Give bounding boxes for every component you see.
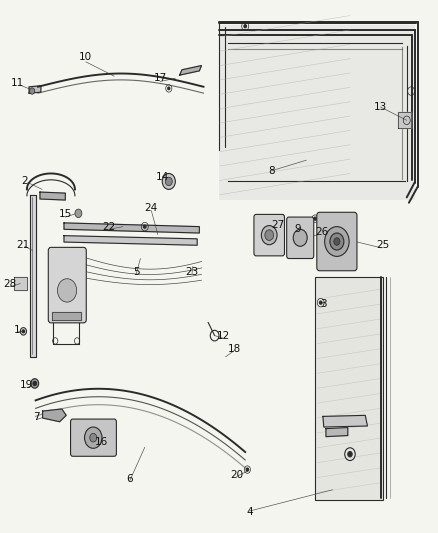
- Polygon shape: [40, 192, 65, 200]
- Circle shape: [348, 451, 352, 457]
- Circle shape: [334, 238, 340, 245]
- Polygon shape: [29, 86, 41, 93]
- Text: 12: 12: [217, 330, 230, 341]
- Circle shape: [165, 177, 172, 185]
- Text: 15: 15: [59, 209, 72, 220]
- Text: 25: 25: [376, 240, 389, 250]
- Text: 24: 24: [145, 203, 158, 213]
- Polygon shape: [64, 223, 199, 233]
- Circle shape: [29, 88, 35, 94]
- Text: 19: 19: [20, 379, 34, 390]
- Text: 3: 3: [321, 298, 327, 309]
- Text: 9: 9: [294, 224, 301, 235]
- Circle shape: [314, 217, 316, 220]
- Text: 4: 4: [246, 507, 253, 517]
- Text: 21: 21: [16, 240, 29, 250]
- Circle shape: [246, 468, 249, 471]
- Polygon shape: [398, 112, 411, 128]
- Text: 10: 10: [79, 52, 92, 61]
- Text: 26: 26: [315, 227, 328, 237]
- Polygon shape: [14, 277, 27, 290]
- Text: 1: 1: [14, 325, 21, 335]
- Circle shape: [167, 87, 170, 90]
- Circle shape: [261, 225, 277, 245]
- Polygon shape: [52, 312, 81, 320]
- Text: 28: 28: [4, 279, 17, 288]
- Circle shape: [90, 433, 97, 442]
- Polygon shape: [64, 236, 197, 245]
- Circle shape: [144, 225, 146, 228]
- Text: 7: 7: [33, 412, 40, 422]
- Text: 5: 5: [133, 267, 139, 277]
- Circle shape: [293, 229, 307, 246]
- Text: 17: 17: [153, 73, 167, 83]
- Circle shape: [330, 233, 344, 250]
- Circle shape: [75, 209, 82, 217]
- Circle shape: [265, 230, 274, 240]
- Polygon shape: [180, 66, 201, 75]
- Polygon shape: [326, 427, 348, 437]
- FancyBboxPatch shape: [287, 217, 314, 259]
- Text: 11: 11: [11, 78, 24, 88]
- Text: 8: 8: [268, 166, 275, 176]
- Circle shape: [22, 330, 25, 333]
- Text: 20: 20: [230, 470, 243, 480]
- FancyBboxPatch shape: [317, 212, 357, 271]
- Text: 2: 2: [21, 176, 28, 187]
- Circle shape: [325, 227, 349, 256]
- FancyBboxPatch shape: [254, 214, 285, 256]
- Text: 14: 14: [155, 172, 169, 182]
- Text: 18: 18: [228, 344, 241, 354]
- Text: 6: 6: [126, 474, 133, 484]
- FancyBboxPatch shape: [48, 247, 86, 323]
- Circle shape: [319, 301, 322, 304]
- Circle shape: [31, 378, 39, 388]
- Circle shape: [244, 25, 247, 28]
- Text: 27: 27: [271, 220, 285, 230]
- Polygon shape: [42, 409, 66, 422]
- FancyBboxPatch shape: [71, 419, 117, 456]
- Text: 22: 22: [102, 222, 116, 232]
- Text: 23: 23: [185, 267, 198, 277]
- Circle shape: [85, 427, 102, 448]
- Text: 13: 13: [374, 102, 387, 112]
- FancyBboxPatch shape: [315, 277, 383, 500]
- Polygon shape: [30, 195, 36, 357]
- Circle shape: [162, 173, 175, 189]
- Text: 16: 16: [95, 437, 108, 447]
- Polygon shape: [323, 415, 367, 427]
- Circle shape: [57, 279, 77, 302]
- Circle shape: [33, 381, 36, 385]
- FancyBboxPatch shape: [219, 25, 416, 200]
